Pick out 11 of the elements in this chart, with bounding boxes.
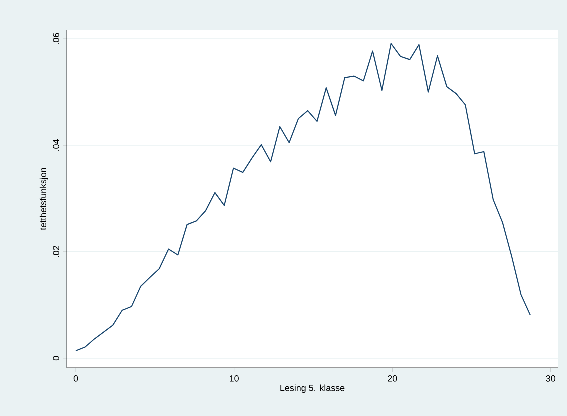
y-tick-label: .02 (53, 246, 60, 258)
line-series (75, 43, 532, 352)
y-axis-title: tetthetsfunksjon (40, 168, 48, 230)
y-tick-label: .06 (53, 33, 60, 44)
x-tick-label: 20 (388, 376, 398, 382)
x-tick-label: 0 (74, 376, 78, 382)
y-tick-label: 0 (53, 356, 60, 361)
y-tick-label: .04 (53, 140, 60, 151)
x-tick-label: 10 (230, 376, 239, 382)
x-tick-label: 30 (546, 376, 556, 382)
x-axis-title: Lesing 5. klasse (280, 384, 345, 394)
